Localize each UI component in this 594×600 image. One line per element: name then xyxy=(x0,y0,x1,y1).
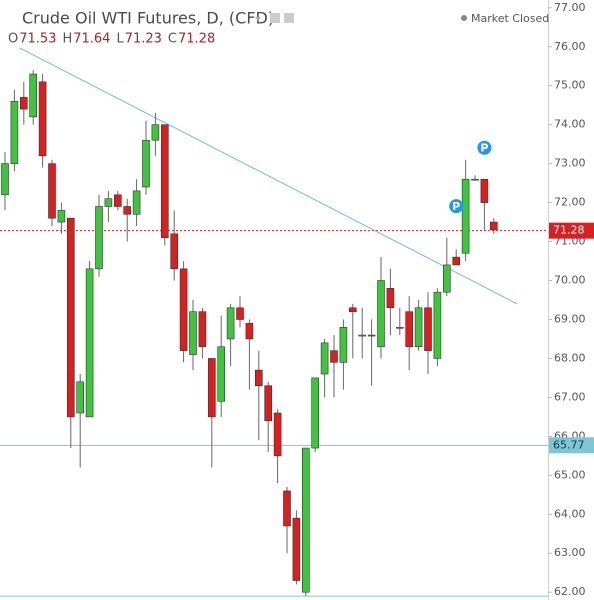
candle-body xyxy=(377,280,385,348)
ohlc-value: 71.28 xyxy=(178,32,215,47)
candle-body xyxy=(142,139,150,188)
candle-body xyxy=(461,178,470,254)
candle-body xyxy=(48,163,56,219)
ohlc-label: O xyxy=(8,32,18,47)
marker xyxy=(477,140,492,155)
candle-body xyxy=(179,268,188,351)
candle-body xyxy=(245,323,254,340)
y-tick-label: 62.00 xyxy=(554,585,586,598)
chart-title: Crude Oil WTI Futures, D, (CFD) xyxy=(22,9,274,28)
candle-body xyxy=(311,377,320,449)
y-tick-label: 63.00 xyxy=(554,546,586,559)
status-dot xyxy=(461,15,467,21)
price-label: 65.77 xyxy=(553,438,585,451)
candle-body xyxy=(95,206,103,270)
candle-body xyxy=(161,124,169,238)
y-tick-label: 72.00 xyxy=(554,196,586,209)
candle-body xyxy=(292,517,301,581)
candle-body xyxy=(273,412,282,457)
candle-body xyxy=(480,178,489,203)
candle-body xyxy=(395,326,404,329)
candle-body xyxy=(301,447,310,593)
marker-label: P xyxy=(480,142,488,155)
candle-body xyxy=(452,256,461,266)
y-tick-label: 75.00 xyxy=(554,79,586,92)
candle-body xyxy=(151,124,160,141)
candle-body xyxy=(471,178,479,181)
candle-body xyxy=(433,291,442,359)
candle-body xyxy=(255,369,263,387)
candle-body xyxy=(208,358,216,418)
ohlc-value: 71.53 xyxy=(19,32,56,47)
candle-body xyxy=(442,264,451,293)
marker xyxy=(449,199,464,214)
candle-body xyxy=(236,307,244,320)
settings-icon xyxy=(270,13,280,23)
candle-body xyxy=(198,311,207,348)
close-icon xyxy=(284,13,294,23)
y-tick-label: 74.00 xyxy=(554,118,586,131)
price-label-bg xyxy=(549,437,594,454)
candle-body xyxy=(29,73,38,118)
y-tick-label: 73.00 xyxy=(554,157,586,170)
marker-label: P xyxy=(452,200,460,213)
dropdown-icon xyxy=(255,17,261,21)
candle-body xyxy=(123,206,131,215)
ohlc-value: 71.23 xyxy=(125,32,162,47)
candle-body xyxy=(132,190,141,215)
ohlc-label: L xyxy=(116,32,124,47)
y-tick-label: 69.00 xyxy=(554,312,586,325)
y-tick-label: 67.00 xyxy=(554,390,586,403)
y-tick-label: 76.00 xyxy=(554,40,586,53)
candle-body xyxy=(217,346,225,402)
candle-body xyxy=(19,97,28,110)
ohlc-label: C xyxy=(168,32,177,47)
candle-body xyxy=(264,385,273,422)
candle-body xyxy=(57,210,66,223)
price-label: 71.28 xyxy=(553,224,585,237)
y-tick-label: 68.00 xyxy=(554,351,586,364)
trendline xyxy=(9,42,518,305)
candle-body xyxy=(85,268,94,418)
candle-body xyxy=(38,81,47,157)
header-bg xyxy=(0,0,300,48)
candle-body xyxy=(386,288,395,309)
y-tick-label: 64.00 xyxy=(554,507,586,520)
y-tick-label: 65.00 xyxy=(554,468,586,481)
candle-body xyxy=(489,221,498,231)
y-tick-label: 77.00 xyxy=(554,1,586,14)
candle-body xyxy=(348,307,357,312)
candle-body xyxy=(320,342,329,375)
candle-body xyxy=(76,381,84,414)
candle-body xyxy=(358,334,367,337)
candle-body xyxy=(414,307,423,348)
candle-body xyxy=(226,307,235,340)
candle-body xyxy=(189,311,197,355)
candle-body xyxy=(424,307,432,351)
ohlc-value: 71.64 xyxy=(73,32,110,47)
candle-body xyxy=(67,217,75,418)
candle-body xyxy=(10,100,19,164)
candle-body xyxy=(1,163,9,196)
candle-body xyxy=(405,311,414,348)
market-status: Market Closed xyxy=(471,12,549,25)
candle-body xyxy=(330,350,338,363)
ohlc-label: H xyxy=(62,32,72,47)
candle-body xyxy=(104,198,113,207)
price-label-bg xyxy=(549,222,594,239)
candle-body xyxy=(367,334,376,337)
y-tick-label: 70.00 xyxy=(554,274,586,287)
candle-body xyxy=(170,233,178,270)
candle-body xyxy=(114,194,122,207)
candle-body xyxy=(283,490,291,527)
candle-body xyxy=(339,326,348,363)
